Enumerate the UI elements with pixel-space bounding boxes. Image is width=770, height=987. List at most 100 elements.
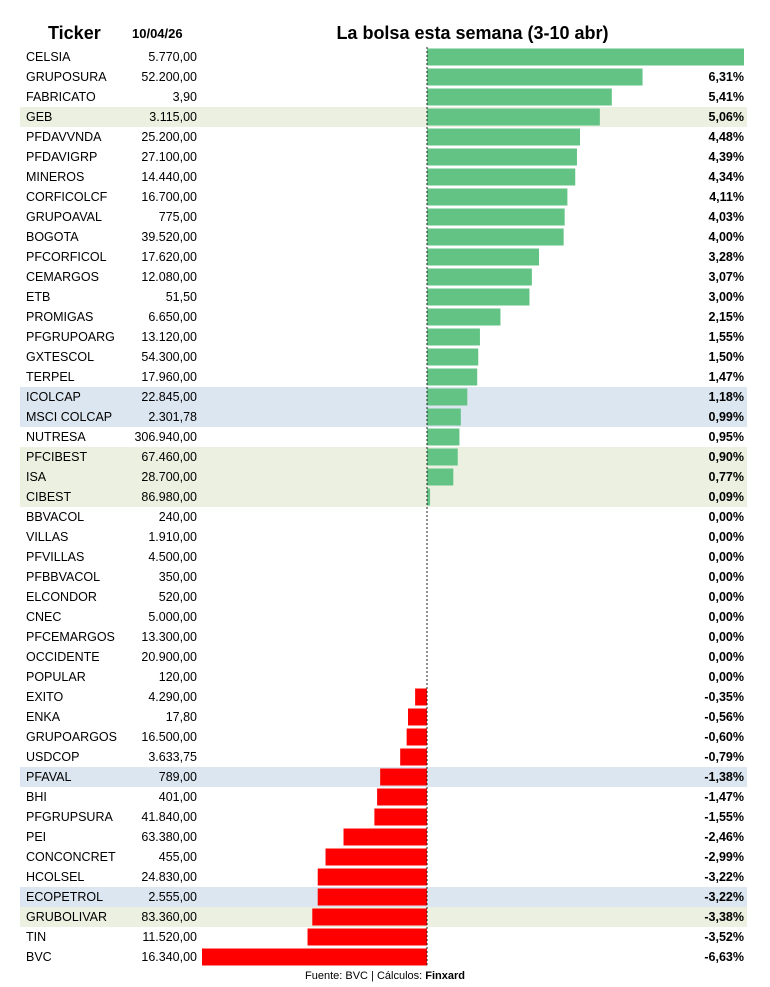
table-row: PFCEMARGOS 13.300,00 0,00%	[20, 627, 747, 647]
change-data-label: 9,28%	[708, 50, 744, 64]
change-data-label: -2,46%	[704, 830, 744, 844]
ticker-label: GXTESCOL	[26, 350, 95, 364]
table-row: PROMIGAS 6.650,00 2,15%	[20, 307, 747, 327]
price-value: 41.840,00	[141, 810, 197, 824]
change-data-label: 4,39%	[708, 150, 744, 164]
ticker-label: HCOLSEL	[26, 870, 85, 884]
change-data-label: 5,41%	[708, 90, 744, 104]
table-row: ENKA 17,80 -0,56%	[20, 707, 747, 727]
table-row: MINEROS 14.440,00 4,34%	[20, 167, 747, 187]
price-value: 17.960,00	[141, 370, 197, 384]
ticker-label: ECOPETROL	[26, 890, 104, 904]
ticker-label: USDCOP	[26, 750, 80, 764]
price-value: 6.650,00	[148, 310, 197, 324]
ticker-label: PROMIGAS	[26, 310, 94, 324]
ticker-label: CORFICOLCF	[26, 190, 108, 204]
ticker-label: BHI	[26, 790, 47, 804]
price-value: 17.620,00	[141, 250, 197, 264]
date-column-header: 10/04/26	[132, 26, 183, 41]
ticker-label: EXITO	[26, 690, 64, 704]
ticker-label: CEMARGOS	[26, 270, 99, 284]
ticker-label: CNEC	[26, 610, 62, 624]
ticker-column-header: Ticker	[48, 23, 101, 43]
change-data-label: 3,28%	[708, 250, 744, 264]
ticker-label: ISA	[26, 470, 47, 484]
table-row: GXTESCOL 54.300,00 1,50%	[20, 347, 747, 367]
change-data-label: 2,15%	[708, 310, 744, 324]
footer-author: Finxard	[425, 970, 465, 982]
price-value: 86.980,00	[141, 490, 197, 504]
price-value: 11.520,00	[142, 930, 197, 944]
change-data-label: -1,47%	[704, 790, 744, 804]
table-row: HCOLSEL 24.830,00 -3,22%	[20, 867, 747, 887]
change-data-label: -1,55%	[704, 810, 744, 824]
change-data-label: 0,95%	[708, 430, 744, 444]
price-value: 789,00	[158, 770, 197, 784]
price-value: 28.700,00	[141, 470, 197, 484]
table-row: CIBEST 86.980,00 0,09%	[20, 487, 747, 507]
change-data-label: 0,00%	[708, 530, 744, 544]
ticker-label: TIN	[26, 930, 47, 944]
ticker-label: TERPEL	[26, 370, 75, 384]
price-value: 22.845,00	[141, 390, 197, 404]
change-data-label: 0,00%	[708, 670, 744, 684]
price-value: 54.300,00	[141, 350, 197, 364]
price-value: 520,00	[158, 590, 197, 604]
ticker-label: PFGRUPSURA	[26, 810, 113, 824]
change-data-label: -3,38%	[704, 910, 744, 924]
change-data-label: 4,03%	[708, 210, 744, 224]
ticker-label: CIBEST	[26, 490, 72, 504]
table-row: BVC 16.340,00 -6,63%	[20, 947, 747, 967]
change-data-label: 0,09%	[708, 490, 744, 504]
change-data-label: 4,48%	[708, 130, 744, 144]
price-value: 83.360,00	[141, 910, 197, 924]
change-data-label: 0,00%	[708, 590, 744, 604]
table-row: TIN 11.520,00 -3,52%	[20, 927, 747, 947]
price-value: 775,00	[158, 210, 197, 224]
change-data-label: -3,22%	[704, 890, 744, 904]
price-value: 3.115,00	[149, 110, 197, 124]
price-value: 14.440,00	[141, 170, 197, 184]
table-row: PFDAVIGRP 27.100,00 4,39%	[20, 147, 747, 167]
change-data-label: 0,99%	[708, 410, 744, 424]
table-row: PFAVAL 789,00 -1,38%	[20, 767, 747, 787]
table-row: GEB 3.115,00 5,06%	[20, 107, 747, 127]
change-data-label: 0,00%	[708, 570, 744, 584]
chart-title: La bolsa esta semana (3-10 abr)	[336, 23, 609, 43]
table-row: GRUPOSURA 52.200,00 6,31%	[20, 67, 747, 87]
table-row: ELCONDOR 520,00 0,00%	[20, 587, 747, 607]
price-value: 17,80	[165, 710, 197, 724]
table-row: PFCORFICOL 17.620,00 3,28%	[20, 247, 747, 267]
footer-source: Fuente: BVC | Cálculos:	[305, 970, 426, 982]
price-value: 52.200,00	[141, 70, 197, 84]
change-data-label: 1,18%	[708, 390, 744, 404]
change-data-label: 0,90%	[708, 450, 744, 464]
ticker-label: PFCIBEST	[26, 450, 88, 464]
price-value: 24.830,00	[141, 870, 197, 884]
ticker-label: GEB	[26, 110, 53, 124]
price-value: 240,00	[158, 510, 197, 524]
ticker-label: GRUPOAVAL	[26, 210, 102, 224]
price-value: 3.633,75	[148, 750, 197, 764]
price-value: 27.100,00	[141, 150, 197, 164]
change-data-label: -2,99%	[704, 850, 744, 864]
table-row: ECOPETROL 2.555,00 -3,22%	[20, 887, 747, 907]
change-data-label: 1,55%	[708, 330, 744, 344]
stock-table: CELSIA 5.770,00 9,28% GRUPOSURA 52.200,00 6,3…	[20, 47, 747, 967]
ticker-label: CELSIA	[26, 50, 71, 64]
table-row: ICOLCAP 22.845,00 1,18%	[20, 387, 747, 407]
ticker-label: BBVACOL	[26, 510, 85, 524]
table-row: GRUBOLIVAR 83.360,00 -3,38%	[20, 907, 747, 927]
ticker-label: GRUBOLIVAR	[26, 910, 108, 924]
change-data-label: 1,47%	[708, 370, 744, 384]
table-row: ISA 28.700,00 0,77%	[20, 467, 747, 487]
price-value: 63.380,00	[141, 830, 197, 844]
footer: Fuente: BVC | Cálculos: Finxard	[0, 970, 770, 982]
ticker-label: BOGOTA	[26, 230, 79, 244]
ticker-label: GRUPOARGOS	[26, 730, 117, 744]
table-row: NUTRESA 306.940,00 0,95%	[20, 427, 747, 447]
change-data-label: 0,00%	[708, 610, 744, 624]
price-value: 401,00	[158, 790, 197, 804]
table-row: PFVILLAS 4.500,00 0,00%	[20, 547, 747, 567]
price-value: 2.555,00	[148, 890, 197, 904]
